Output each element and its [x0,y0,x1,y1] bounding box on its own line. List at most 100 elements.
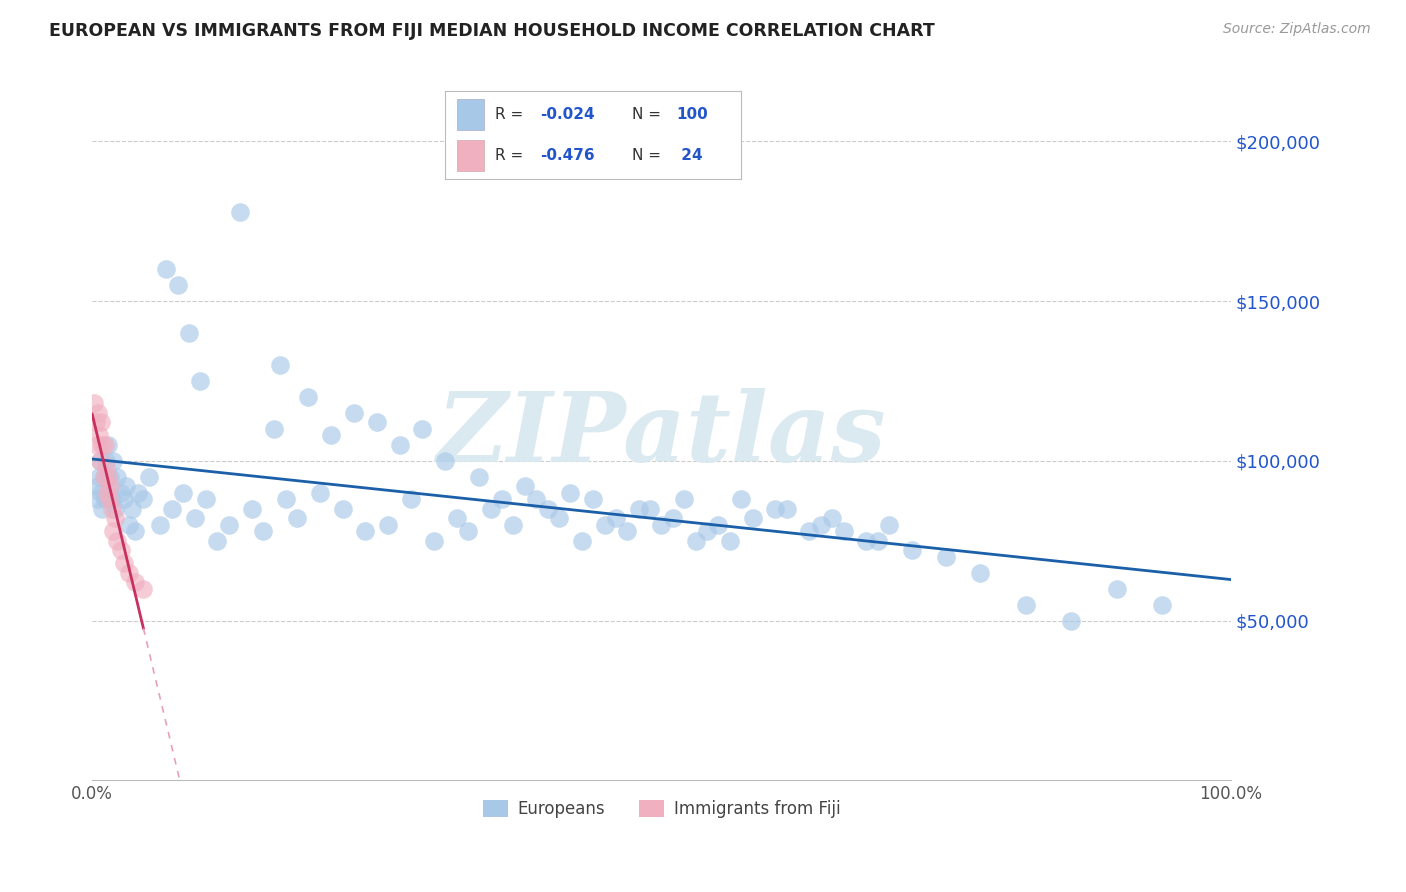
Point [177,326,200,340]
Point [263,422,285,436]
Point [160,501,183,516]
Point [90,416,112,430]
Point [799,524,821,538]
Point [87,428,110,442]
Point [446,511,468,525]
Point [86,492,108,507]
Point [718,533,741,548]
Point [707,517,730,532]
Point [627,501,650,516]
Point [560,485,582,500]
Point [91,501,114,516]
Point [877,517,900,532]
Point [117,517,139,532]
Point [832,524,855,538]
Point [605,511,627,525]
Point [673,492,696,507]
Point [1152,598,1174,612]
Point [810,517,832,532]
Point [1015,598,1038,612]
Point [343,406,366,420]
Text: ZIPatlas: ZIPatlas [437,388,886,483]
Point [132,492,155,507]
Point [252,524,274,538]
Point [638,501,661,516]
Point [94,460,117,475]
Point [582,492,605,507]
Point [218,517,240,532]
Legend: Europeans, Immigrants from Fiji: Europeans, Immigrants from Fiji [477,793,846,825]
Point [138,470,160,484]
Point [616,524,638,538]
Point [166,278,188,293]
Point [105,533,128,548]
Point [87,470,110,484]
Point [776,501,799,516]
Point [84,416,107,430]
Point [1060,614,1083,628]
Point [105,470,128,484]
Point [366,416,388,430]
Point [98,485,121,500]
Point [93,438,115,452]
Point [104,511,127,525]
Point [89,454,111,468]
Point [87,406,110,420]
Point [97,470,120,484]
Point [422,533,444,548]
Point [269,358,291,372]
Point [332,501,354,516]
Point [491,492,513,507]
Point [285,511,308,525]
Point [100,492,122,507]
Text: EUROPEAN VS IMMIGRANTS FROM FIJI MEDIAN HOUSEHOLD INCOME CORRELATION CHART: EUROPEAN VS IMMIGRANTS FROM FIJI MEDIAN … [49,22,935,40]
Point [121,501,143,516]
Point [969,566,991,580]
Point [309,485,332,500]
Point [89,454,111,468]
Point [96,470,118,484]
Point [93,492,115,507]
Point [188,374,211,388]
Point [87,479,110,493]
Point [93,470,115,484]
Point [411,422,433,436]
Point [468,470,491,484]
Point [821,511,844,525]
Point [434,454,457,468]
Point [149,517,172,532]
Point [195,492,218,507]
Point [502,517,524,532]
Point [96,485,118,500]
Point [117,566,139,580]
Point [172,485,194,500]
Point [132,582,155,596]
Point [124,575,146,590]
Point [115,479,138,493]
Point [207,533,229,548]
Point [388,438,411,452]
Point [93,470,115,484]
Point [101,524,124,538]
Point [112,492,135,507]
Point [110,543,132,558]
Point [155,262,177,277]
Point [183,511,205,525]
Point [741,511,763,525]
Point [104,501,127,516]
Point [83,396,105,410]
Point [91,438,114,452]
Point [1105,582,1128,596]
Point [100,479,122,493]
Point [274,492,297,507]
Point [100,501,122,516]
Point [321,428,343,442]
Point [101,454,124,468]
Point [536,501,558,516]
Point [112,556,135,570]
Point [86,438,108,452]
Point [696,524,718,538]
Point [94,454,117,468]
Point [127,485,149,500]
Point [901,543,924,558]
